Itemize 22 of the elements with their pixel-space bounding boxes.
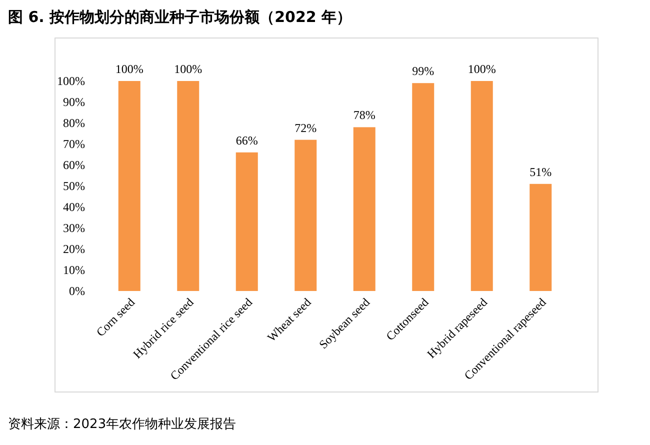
y-tick-label: 50% xyxy=(63,179,85,193)
y-tick-label: 70% xyxy=(63,137,85,151)
data-label: 100% xyxy=(174,62,202,76)
x-tick-label: Corn seed xyxy=(93,295,138,340)
y-tick-label: 40% xyxy=(63,200,85,214)
y-tick-label: 90% xyxy=(63,95,85,109)
y-tick-label: 60% xyxy=(63,158,85,172)
data-label: 72% xyxy=(294,120,317,135)
y-tick-label: 10% xyxy=(63,263,85,277)
y-tick-label: 0% xyxy=(69,284,85,298)
data-label: 99% xyxy=(412,64,434,78)
y-tick-label: 20% xyxy=(63,242,85,256)
data-label: 66% xyxy=(236,133,258,148)
data-label: 78% xyxy=(353,108,376,122)
data-label: 100% xyxy=(115,62,144,76)
chart-title: 图 6. 按作物划分的商业种子市场份额（2022 年） xyxy=(8,8,352,26)
data-label: 100% xyxy=(468,62,496,76)
y-tick-label: 100% xyxy=(57,74,85,88)
text: 资料来源：2023年农作物种业发展报告 xyxy=(8,417,236,432)
y-tick-label: 30% xyxy=(63,221,85,235)
data-label: 51% xyxy=(530,164,552,179)
y-tick-label: 80% xyxy=(63,116,85,130)
